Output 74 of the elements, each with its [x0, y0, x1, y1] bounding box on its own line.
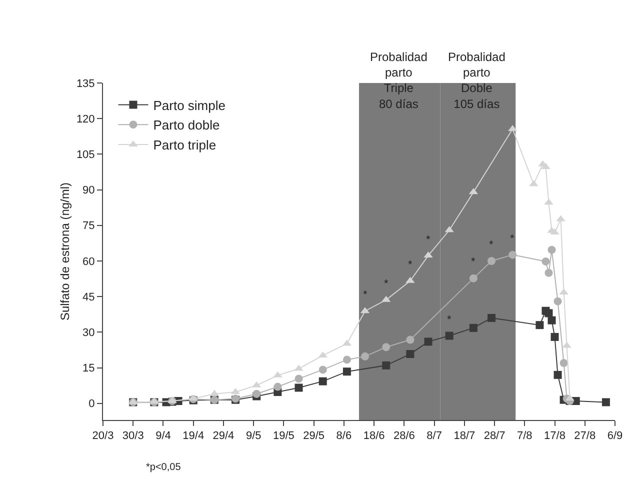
point [424, 338, 432, 346]
annotation: * [384, 278, 389, 290]
point [536, 321, 544, 330]
y-tick-label: 0 [88, 398, 95, 410]
band-label: Probalidad parto Triple 80 días [370, 50, 428, 111]
x-tick-label: 30/3 [122, 430, 144, 442]
point [550, 332, 559, 341]
point [445, 332, 454, 340]
point [406, 336, 414, 344]
y-axis-title: Sulfato de estrona (ng/ml) [58, 182, 72, 321]
point [554, 370, 562, 379]
annotation: * [426, 234, 431, 246]
legend-label: Parto simple [153, 98, 226, 113]
point [488, 314, 496, 322]
y-tick-label: 75 [82, 220, 95, 232]
x-tick-label: 8/7 [426, 430, 442, 442]
y-tick-label: 30 [82, 327, 95, 340]
x-tick-label: 6/9 [607, 430, 623, 442]
x-tick-label: 9/5 [246, 430, 262, 442]
point [252, 390, 261, 398]
point [542, 257, 550, 266]
x-tick-label: 7/8 [517, 430, 532, 442]
point [508, 250, 517, 259]
y-tick-label: 15 [82, 362, 95, 375]
x-tick-label: 20/3 [92, 430, 114, 442]
x-tick-label: 29/4 [212, 430, 234, 442]
y-tick-label: 135 [76, 78, 95, 90]
annotation: * [489, 239, 494, 251]
point [560, 359, 568, 368]
point [294, 384, 303, 392]
legend-label: Parto triple [153, 138, 216, 153]
x-tick-label: 29/5 [303, 430, 325, 442]
point [469, 324, 478, 332]
point [361, 352, 370, 360]
y-tick-label: 60 [82, 256, 95, 268]
point [548, 316, 556, 324]
annotation: * [363, 289, 368, 301]
point [318, 366, 327, 374]
y-tick-label: 45 [82, 291, 95, 304]
x-tick-label: 8/6 [336, 430, 352, 442]
x-tick-label: 17/8 [544, 430, 566, 442]
x-tick-label: 18/7 [454, 430, 476, 442]
x-tick-label: 28/6 [393, 430, 415, 442]
point [382, 343, 390, 352]
point [544, 268, 553, 277]
point [342, 356, 351, 364]
point [342, 368, 351, 376]
x-tick-label: 28/7 [484, 430, 506, 442]
annotation: * [408, 259, 413, 271]
point [274, 382, 282, 391]
point [544, 309, 553, 318]
point [318, 377, 327, 386]
point [469, 274, 478, 282]
legend-label: Parto doble [153, 118, 220, 133]
band-label: Probalidad parto Doble 105 días [448, 50, 506, 111]
point [406, 350, 414, 358]
x-tick-label: 9/4 [156, 430, 171, 442]
point [548, 246, 556, 254]
point [294, 374, 303, 383]
y-tick-label: 105 [76, 149, 95, 162]
text: *p<0,05 [146, 462, 182, 473]
point [382, 361, 390, 370]
point [554, 297, 562, 306]
x-tick-label: 19/5 [273, 430, 294, 442]
annotation: * [510, 233, 515, 245]
annotation: * [471, 256, 476, 268]
y-tick-label: 120 [76, 113, 95, 126]
x-tick-label: 27/8 [574, 430, 596, 442]
annotation: * [447, 314, 452, 326]
x-tick-label: 19/4 [182, 430, 204, 442]
y-tick-label: 90 [82, 184, 95, 197]
point [602, 398, 610, 406]
x-tick-label: 18/6 [363, 430, 385, 442]
point [488, 256, 496, 265]
